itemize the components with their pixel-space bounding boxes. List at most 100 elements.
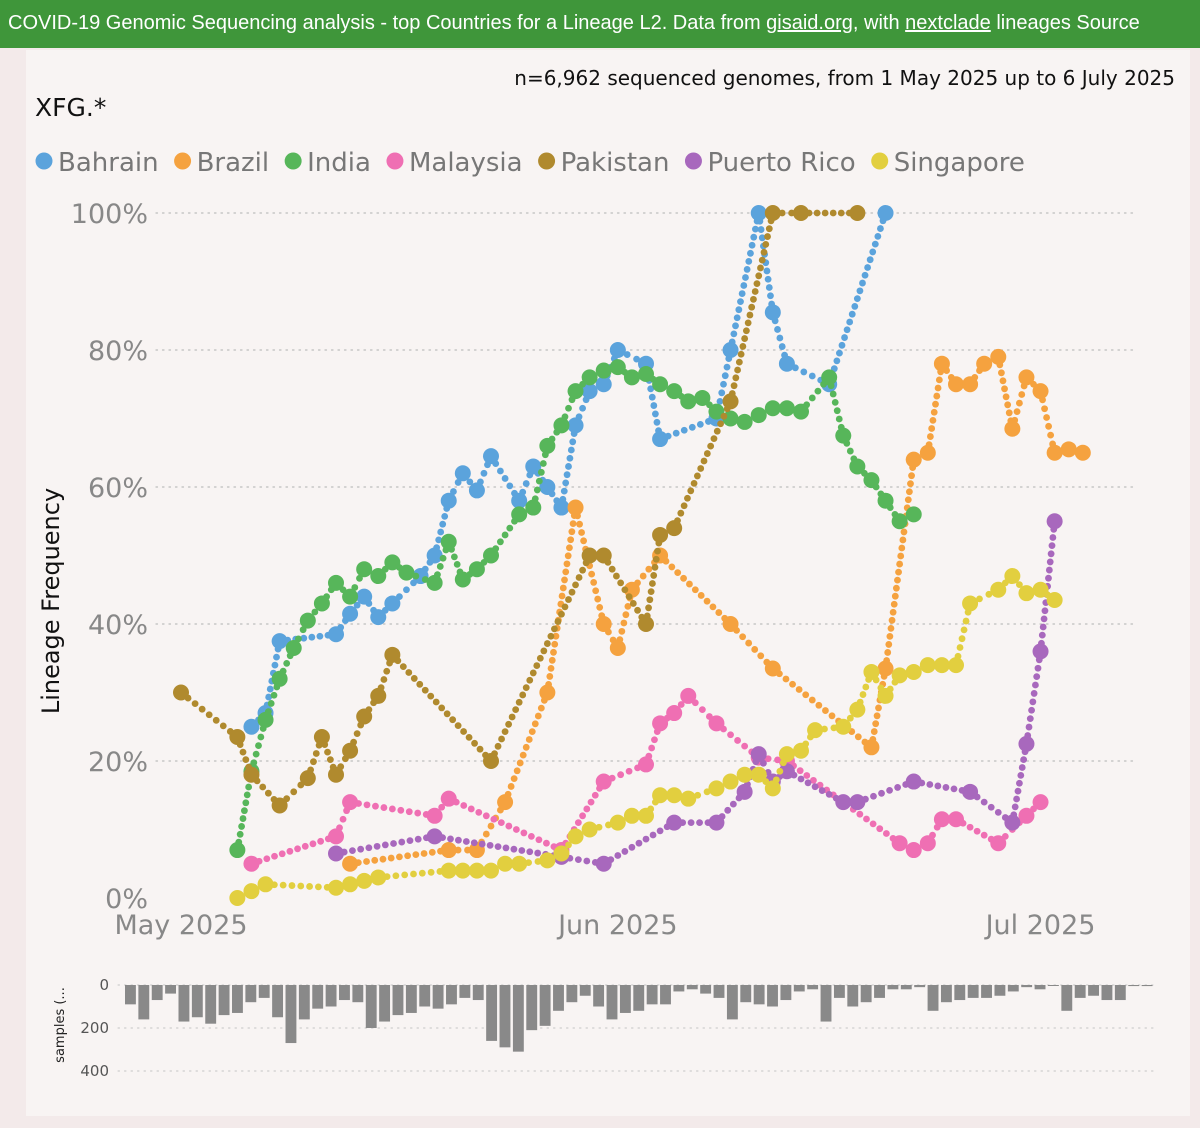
line-dot: [889, 608, 897, 616]
gisaid-link[interactable]: gisaid.org: [766, 12, 853, 34]
line-dot: [1004, 401, 1012, 409]
legend-marker-malaysia: [386, 152, 404, 170]
line-dot: [744, 319, 752, 327]
legend-label-pakistan: Pakistan: [561, 148, 670, 178]
line-dot: [649, 580, 656, 587]
banner-text-middle: , with: [852, 12, 906, 34]
line-dot: [537, 468, 545, 476]
data-point: [1018, 735, 1035, 752]
data-point: [835, 794, 852, 811]
line-dot: [486, 841, 494, 849]
line-dot: [874, 232, 882, 240]
line-dot: [316, 632, 324, 640]
line-dot: [1039, 623, 1047, 631]
samples-bar: [1007, 985, 1019, 992]
line-dot: [410, 870, 417, 878]
line-dot: [460, 728, 468, 735]
data-point: [257, 711, 274, 728]
data-point: [328, 626, 344, 643]
line-dot: [734, 366, 741, 374]
samples-bar: [807, 985, 819, 990]
line-dot: [572, 581, 579, 589]
data-point: [962, 376, 979, 393]
samples-bar: [619, 985, 631, 1013]
line-dot: [891, 592, 899, 600]
line-dot: [745, 257, 753, 265]
line-dot: [942, 784, 950, 791]
line-dot: [529, 669, 537, 677]
line-dot: [519, 691, 527, 699]
data-point: [525, 458, 542, 475]
line-dot: [727, 731, 734, 739]
data-point: [666, 814, 683, 831]
line-dot: [645, 565, 653, 573]
data-point: [539, 684, 556, 701]
data-point: [440, 492, 457, 509]
line-dot: [1038, 631, 1046, 639]
nextclade-link[interactable]: nextclade: [905, 12, 991, 34]
data-point: [342, 876, 359, 893]
data-point: [271, 670, 288, 687]
line-dot: [480, 469, 488, 477]
data-point: [750, 407, 767, 424]
line-dot: [804, 779, 812, 787]
line-dot: [562, 479, 570, 487]
line-dot: [565, 404, 572, 412]
line-dot: [650, 402, 658, 409]
samples-bar: [339, 985, 350, 1001]
data-point: [877, 492, 894, 509]
line-dot: [739, 633, 747, 641]
line-dot: [764, 233, 771, 240]
line-dot: [462, 838, 470, 845]
samples-bar: [1101, 985, 1113, 1001]
data-point: [863, 472, 880, 489]
samples-bar: [232, 985, 243, 1013]
line-dot: [191, 700, 199, 708]
data-point: [243, 883, 260, 900]
data-point: [440, 790, 457, 807]
data-point: [623, 807, 640, 824]
line-dot: [853, 295, 861, 303]
samples-bar: [847, 985, 859, 1007]
data-point: [990, 581, 1007, 598]
data-point: [652, 376, 669, 393]
line-dot: [372, 802, 379, 810]
lineage-label: XFG.*: [35, 93, 106, 122]
data-point: [511, 855, 528, 872]
line-dot: [1045, 574, 1052, 582]
line-dot: [651, 410, 659, 418]
line-dot: [648, 393, 656, 401]
line-dot: [796, 767, 804, 775]
line-dot: [569, 520, 577, 528]
line-dot: [651, 736, 658, 744]
line-dot: [757, 226, 765, 233]
line-dot: [550, 648, 557, 656]
data-point: [948, 376, 964, 393]
line-dot: [561, 603, 569, 611]
line-dot: [506, 482, 514, 490]
line-dot: [878, 789, 885, 797]
data-point: [328, 766, 344, 783]
samples-bar: [218, 985, 230, 1016]
samples-bar: [151, 985, 163, 1001]
line-dot: [764, 275, 772, 283]
line-dot: [998, 369, 1005, 377]
line-dot: [1047, 431, 1055, 439]
line-dot: [642, 835, 650, 843]
line-dot: [516, 759, 524, 767]
series-singapore: [229, 568, 1063, 906]
data-point: [581, 369, 598, 386]
line-dot: [242, 799, 250, 807]
line-dot: [438, 704, 446, 712]
line-dot: [239, 748, 247, 756]
samples-bar: [954, 985, 966, 1001]
line-dot: [397, 806, 405, 814]
line-dot: [822, 707, 829, 714]
line-dot: [696, 420, 704, 428]
data-point: [708, 715, 725, 732]
y-tick-label: 20%: [88, 747, 148, 778]
line-dot: [353, 730, 361, 737]
line-dot: [403, 586, 410, 594]
samples-bar: [553, 985, 564, 1011]
line-dot: [383, 667, 391, 675]
